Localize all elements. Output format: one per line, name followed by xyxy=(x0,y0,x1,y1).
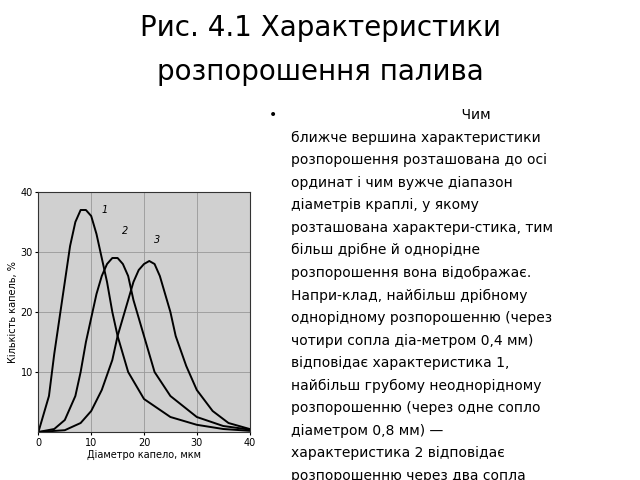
Text: 2: 2 xyxy=(122,226,129,236)
Text: розпорошення розташована до осі: розпорошення розташована до осі xyxy=(291,153,547,167)
Text: чотири сопла діа-метром 0,4 мм): чотири сопла діа-метром 0,4 мм) xyxy=(291,334,534,348)
Text: діаметрів краплі, у якому: діаметрів краплі, у якому xyxy=(291,198,479,212)
Text: найбільш грубому неоднорідному: найбільш грубому неоднорідному xyxy=(291,379,541,393)
Text: Рис. 4.1 Характеристики: Рис. 4.1 Характеристики xyxy=(140,14,500,42)
Text: •: • xyxy=(269,108,277,122)
Text: діаметром 0,8 мм) —: діаметром 0,8 мм) — xyxy=(291,424,444,438)
Text: 3: 3 xyxy=(154,235,161,245)
Y-axis label: Кількість капель, %: Кількість капель, % xyxy=(8,261,18,363)
Text: ординат і чим вужче діапазон: ординат і чим вужче діапазон xyxy=(291,176,513,190)
Text: розпорошенню через два сопла: розпорошенню через два сопла xyxy=(291,469,526,480)
Text: розпорошення вона відображає.: розпорошення вона відображає. xyxy=(291,266,531,280)
Text: більш дрібне й однорідне: більш дрібне й однорідне xyxy=(291,243,480,257)
X-axis label: Діаметро капело, мкм: Діаметро капело, мкм xyxy=(87,450,201,460)
Text: відповідає характеристика 1,: відповідає характеристика 1, xyxy=(291,356,509,370)
Text: характеристика 2 відповідає: характеристика 2 відповідає xyxy=(291,446,505,460)
Text: Напри-клад, найбільш дрібному: Напри-клад, найбільш дрібному xyxy=(291,288,528,302)
Text: розпорошенню (через одне сопло: розпорошенню (через одне сопло xyxy=(291,401,541,415)
Text: ближче вершина характеристики: ближче вершина характеристики xyxy=(291,131,541,144)
Text: розташована характери-стика, тим: розташована характери-стика, тим xyxy=(291,221,553,235)
Text: розпорошення палива: розпорошення палива xyxy=(157,58,483,85)
Text: Чим: Чим xyxy=(291,108,491,122)
Text: 1: 1 xyxy=(101,205,108,215)
Text: однорідному розпорошенню (через: однорідному розпорошенню (через xyxy=(291,311,552,325)
